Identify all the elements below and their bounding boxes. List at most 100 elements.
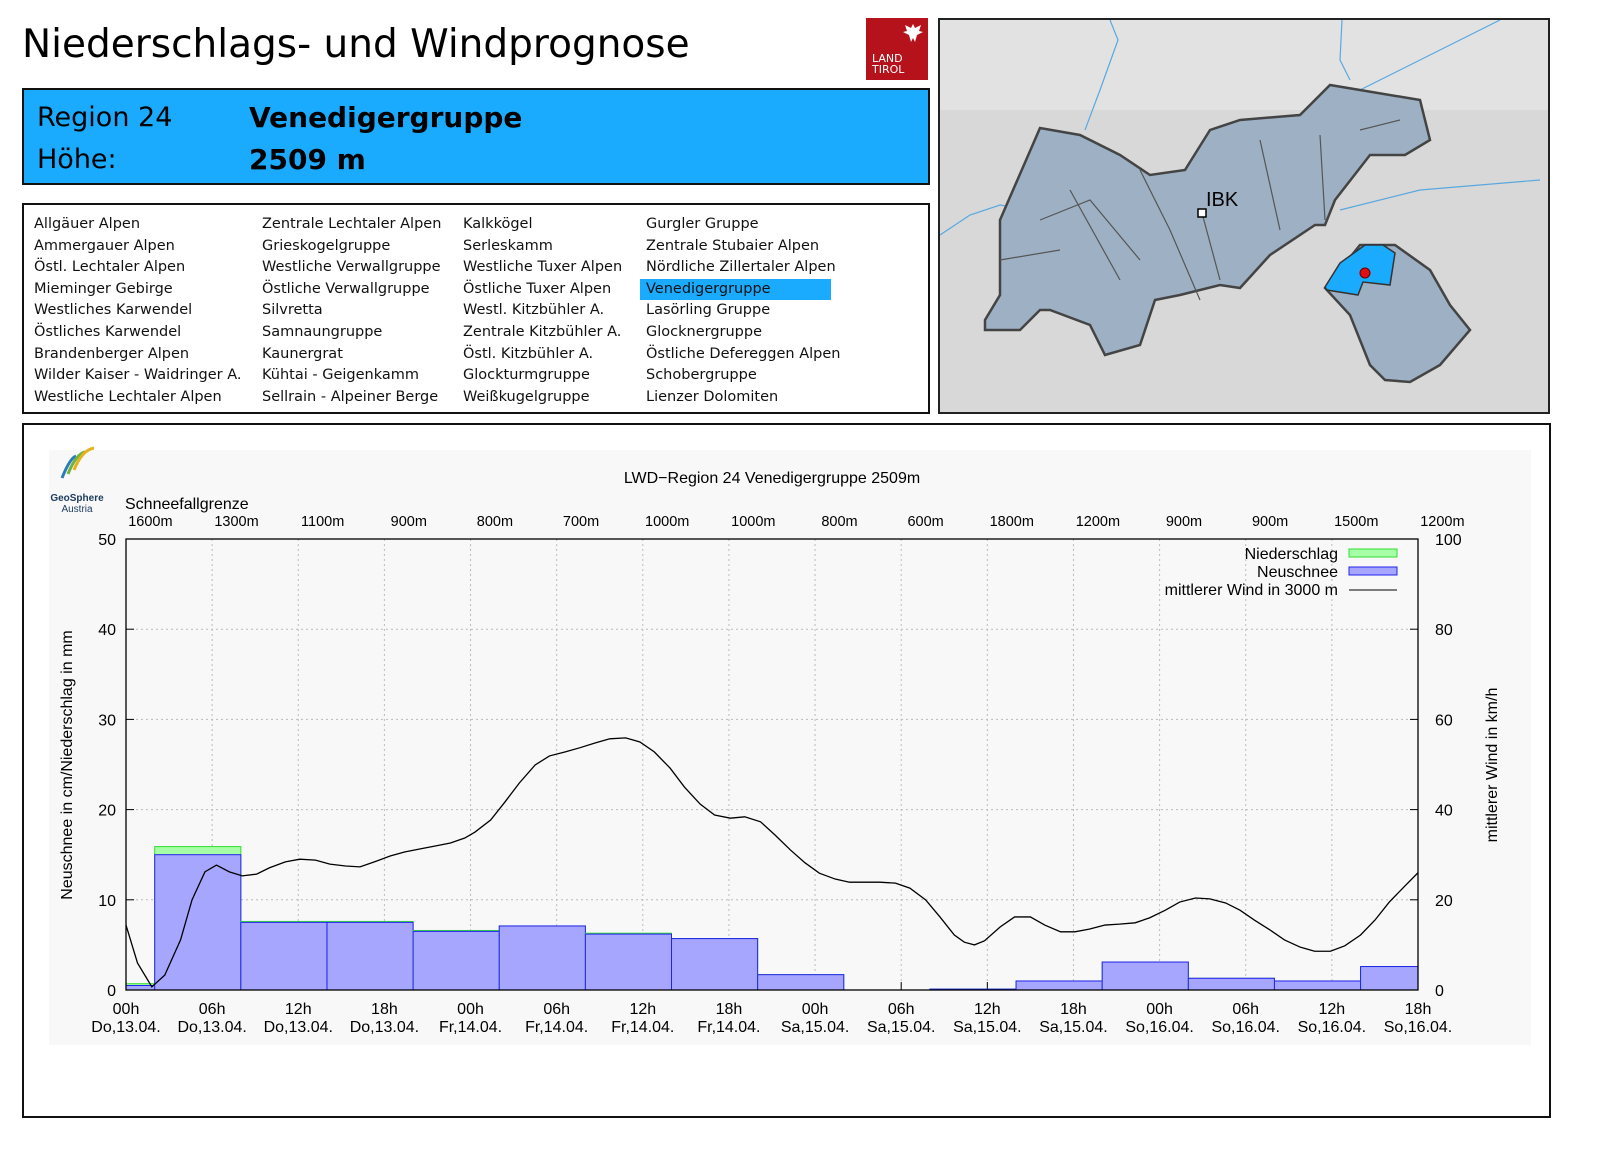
x-tick-date: Sa,15.04. bbox=[867, 1019, 936, 1036]
region-item[interactable]: Sellrain - Alpeiner Berge bbox=[262, 388, 439, 405]
y2-tick-label: 20 bbox=[1435, 893, 1453, 910]
x-tick-hour: 12h bbox=[285, 1001, 312, 1018]
region-item-selected[interactable]: Venedigergruppe bbox=[640, 278, 831, 300]
neuschnee-bar bbox=[125, 984, 156, 991]
region-item[interactable]: Samnaungruppe bbox=[262, 324, 383, 340]
y-tick-label: 50 bbox=[98, 532, 116, 549]
location-marker bbox=[1359, 267, 1371, 279]
snowline-value: 900m bbox=[391, 514, 427, 530]
region-item[interactable]: Kühtai - Geigenkamm bbox=[262, 367, 419, 384]
region-item[interactable]: Glockturmgruppe bbox=[463, 367, 590, 384]
region-item[interactable]: Schobergruppe bbox=[646, 367, 757, 384]
snowline-value: 900m bbox=[1252, 514, 1288, 530]
region-item[interactable]: Glocknergruppe bbox=[646, 324, 763, 340]
plot-frame bbox=[125, 538, 1419, 991]
region-item[interactable]: Lienzer Dolomiten bbox=[646, 388, 779, 405]
neuschnee-bar bbox=[498, 925, 586, 991]
region-item[interactable]: Nördliche Zillertaler Alpen bbox=[646, 259, 836, 276]
region-item[interactable]: Westl. Kitzbühler A. bbox=[463, 302, 605, 319]
ibk-label: IBK bbox=[1206, 189, 1239, 211]
neuschnee-bar bbox=[584, 933, 673, 991]
logo-swirl bbox=[60, 454, 77, 479]
region-item[interactable]: Silvretta bbox=[262, 302, 323, 319]
snowline-value: 1800m bbox=[990, 514, 1034, 530]
snowline-label: Schneefallgrenze bbox=[125, 496, 249, 513]
x-tick-hour: 12h bbox=[974, 1001, 1001, 1018]
x-tick-hour: 12h bbox=[629, 1001, 656, 1018]
legend-label: Niederschlag bbox=[1245, 546, 1338, 563]
snowline-value: 1300m bbox=[214, 514, 258, 530]
region-item[interactable]: Westliche Tuxer Alpen bbox=[463, 259, 623, 276]
neuschnee-bar bbox=[1187, 977, 1275, 991]
x-tick-date: Sa,15.04. bbox=[953, 1019, 1022, 1036]
y2-axis-label: mittlerer Wind in km/h bbox=[1484, 688, 1501, 843]
x-tick-hour: 06h bbox=[888, 1001, 915, 1018]
region-item[interactable]: Östl. Lechtaler Alpen bbox=[34, 259, 186, 276]
region-item[interactable]: Kaunergrat bbox=[262, 345, 343, 362]
snowline-value: 700m bbox=[563, 514, 599, 530]
region-item[interactable]: Westliches Karwendel bbox=[34, 302, 193, 319]
x-tick-hour: 00h bbox=[802, 1001, 829, 1018]
y2-tick-label: 0 bbox=[1435, 983, 1444, 1000]
y-tick-label: 20 bbox=[98, 803, 116, 820]
region-item[interactable]: Kalkkögel bbox=[463, 216, 533, 232]
region-item[interactable]: Weißkugelgruppe bbox=[463, 388, 590, 405]
region-item[interactable]: Ammergauer Alpen bbox=[34, 237, 175, 254]
neuschnee-bar bbox=[412, 930, 500, 991]
region-item[interactable]: Zentrale Stubaier Alpen bbox=[646, 237, 820, 254]
ibk-marker bbox=[1197, 208, 1207, 218]
neuschnee-bar bbox=[326, 921, 414, 991]
region-item[interactable]: Allgäuer Alpen bbox=[34, 216, 141, 232]
y-axis-label: Neuschnee in cm/Niederschlag in mm bbox=[59, 630, 76, 899]
x-tick-date: So,16.04. bbox=[1211, 1019, 1280, 1036]
region-item[interactable]: Westliche Lechtaler Alpen bbox=[34, 388, 222, 405]
logo-text: LAND TIROL bbox=[872, 52, 905, 76]
x-tick-date: Fr,14.04. bbox=[439, 1019, 502, 1036]
region-item[interactable]: Östliches Karwendel bbox=[34, 324, 182, 340]
x-tick-hour: 18h bbox=[716, 1001, 743, 1018]
snowline-value: 800m bbox=[477, 514, 513, 530]
height-label: Höhe: bbox=[37, 144, 117, 175]
region-item[interactable]: Brandenberger Alpen bbox=[34, 345, 190, 362]
logo-name: GeoSphere bbox=[50, 493, 104, 504]
x-tick-date: Do,13.04. bbox=[91, 1019, 160, 1036]
venedigergruppe-area bbox=[1324, 244, 1396, 296]
region-map[interactable]: IBK bbox=[938, 18, 1550, 414]
region-item[interactable]: Grieskogelgruppe bbox=[262, 237, 391, 254]
y2-tick-label: 80 bbox=[1435, 622, 1453, 639]
region-list: Allgäuer Alpen Ammergauer Alpen Östl. Lech… bbox=[22, 203, 930, 414]
x-tick-date: Fr,14.04. bbox=[697, 1019, 760, 1036]
region-item[interactable]: Zentrale Kitzbühler A. bbox=[463, 324, 622, 340]
snowline-value: 800m bbox=[821, 514, 857, 530]
region-item[interactable]: Wilder Kaiser - Waidringer A. bbox=[34, 367, 242, 384]
region-item[interactable]: Östl. Kitzbühler A. bbox=[463, 345, 594, 362]
y-tick-label: 10 bbox=[98, 893, 116, 910]
region-item[interactable]: Mieminger Gebirge bbox=[34, 280, 173, 297]
y-tick-label: 30 bbox=[98, 712, 116, 729]
north-tirol bbox=[983, 83, 1432, 357]
region-item[interactable]: Östliche Tuxer Alpen bbox=[463, 280, 612, 297]
region-item[interactable]: Serleskamm bbox=[463, 237, 553, 254]
region-item[interactable]: Gurgler Gruppe bbox=[646, 216, 759, 232]
x-tick-hour: 18h bbox=[1405, 1001, 1432, 1018]
x-tick-hour: 06h bbox=[1232, 1001, 1259, 1018]
legend-label: Neuschnee bbox=[1257, 564, 1338, 581]
x-tick-date: Do,13.04. bbox=[177, 1019, 246, 1036]
y-tick-label: 40 bbox=[98, 622, 116, 639]
region-item[interactable]: Lasörling Gruppe bbox=[646, 302, 771, 319]
neuschnee-bar bbox=[154, 854, 242, 991]
region-item[interactable]: Östliche Verwallgruppe bbox=[262, 280, 430, 297]
region-item[interactable]: Westliche Verwallgruppe bbox=[262, 259, 441, 276]
region-name: Venedigergruppe bbox=[249, 101, 523, 134]
x-tick-date: Do,13.04. bbox=[350, 1019, 419, 1036]
snowline-value: 1200m bbox=[1420, 514, 1464, 530]
snowline-value: 1600m bbox=[128, 514, 172, 530]
region-item[interactable]: Östliche Defereggen Alpen bbox=[646, 345, 841, 362]
eagle-icon bbox=[903, 24, 923, 42]
chart-panel: GeoSphere Austria LWD−Region 24 Venedigerg… bbox=[22, 423, 1551, 1118]
legend-label: mittlerer Wind in 3000 m bbox=[1165, 582, 1338, 599]
legend-swatch bbox=[1348, 548, 1398, 558]
land-tirol-logo: LAND TIROL bbox=[866, 18, 928, 80]
region-item[interactable]: Zentrale Lechtaler Alpen bbox=[262, 216, 442, 232]
